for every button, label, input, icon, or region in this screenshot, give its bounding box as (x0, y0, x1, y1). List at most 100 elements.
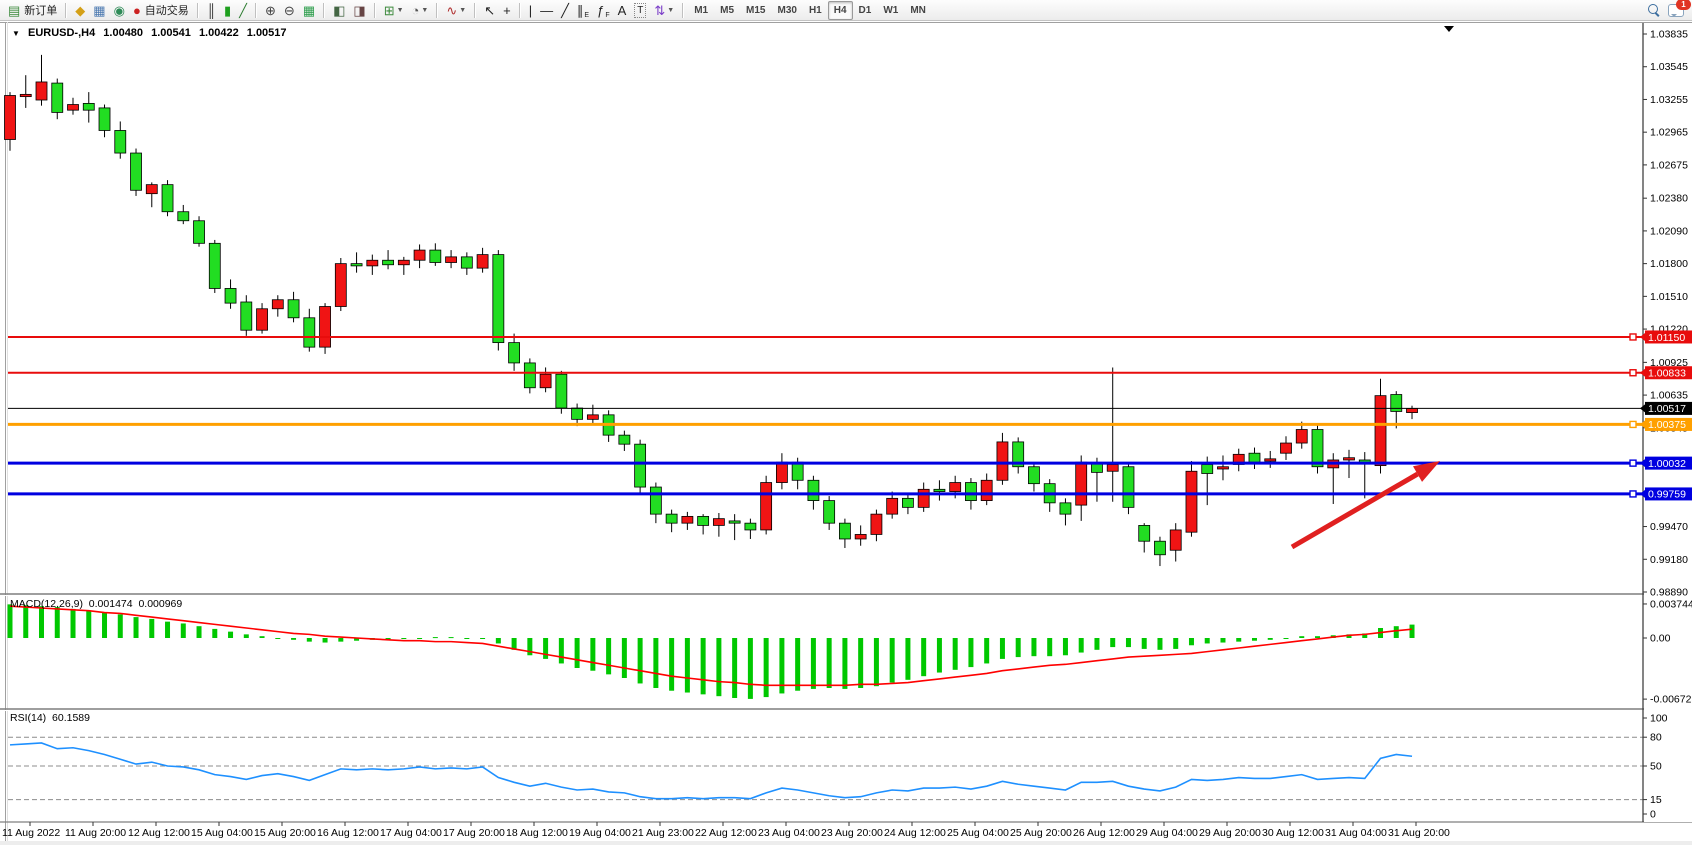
arrows-icon-caret[interactable]: ▼ (667, 6, 675, 14)
macd-bar (653, 638, 659, 688)
new-order-button[interactable]: ▤ 新订单 (4, 1, 61, 20)
auto-scroll-icon[interactable]: ◨ (349, 1, 369, 20)
timeframe-button-m5[interactable]: M5 (720, 4, 735, 16)
new-order-button-label: 新订单 (24, 5, 58, 17)
timeframe-button-h4[interactable]: H4 (827, 0, 853, 20)
search-icon[interactable] (1648, 4, 1660, 17)
time-axis-label[interactable]: 15 Aug 04:00 (191, 827, 253, 839)
time-axis-label[interactable]: 11 Aug 2022 (2, 827, 60, 839)
autotrading-button[interactable]: ● 自动交易 (129, 1, 193, 20)
periods-icon-caret[interactable]: ▼ (421, 6, 429, 14)
horizontal-line-icon[interactable]: — (536, 1, 557, 20)
candle-body (791, 461, 804, 481)
indicators-icon-caret[interactable]: ▼ (459, 6, 467, 14)
line-handle-0.99759[interactable] (1629, 490, 1637, 498)
time-axis-label[interactable]: 26 Aug 12:00 (1073, 827, 1135, 839)
trend-arrow-shaft[interactable] (1290, 471, 1419, 550)
text-label-icon: T (634, 2, 647, 18)
timeframe-button-mn[interactable]: MN (910, 4, 926, 16)
time-axis-label[interactable]: 23 Aug 04:00 (758, 827, 820, 839)
time-axis-label[interactable]: 22 Aug 12:00 (695, 827, 757, 839)
time-axis-label[interactable]: 12 Aug 12:00 (128, 827, 190, 839)
arrows-icon[interactable]: ⇅ ▼ (650, 1, 678, 20)
chart-window-icon[interactable]: ▦ (89, 1, 109, 20)
crosshair-icon[interactable]: + (499, 1, 515, 20)
tile-windows-icon[interactable]: ▦ (299, 1, 319, 20)
macd-bar (1078, 638, 1084, 653)
line-handle-1.00375[interactable] (1629, 420, 1637, 429)
chart-dropdown-icon[interactable]: ▼ (12, 29, 20, 38)
candle-body (886, 497, 899, 515)
ohlc-open: 1.00480 (103, 27, 144, 39)
periods-icon[interactable]: ◔ ▼ (408, 1, 433, 20)
candlestick-chart-icon[interactable]: ▮ (220, 1, 235, 20)
line-chart-icon[interactable]: ╱ (235, 1, 251, 20)
timeframe-button-d1[interactable]: D1 (858, 4, 872, 16)
candle-body (1390, 394, 1403, 412)
navigator-icon[interactable]: ◉ (110, 1, 129, 20)
time-axis-label[interactable]: 24 Aug 12:00 (884, 827, 946, 839)
candle-body (697, 515, 710, 526)
price-tick-label: 1.02380 (1650, 193, 1688, 205)
price-tag-label: 0.99759 (1648, 489, 1686, 501)
chart-shift-icon[interactable]: ◧ (329, 1, 349, 20)
time-axis-label[interactable]: 15 Aug 20:00 (254, 827, 316, 839)
timeframe-button-m1[interactable]: M1 (694, 4, 709, 16)
time-axis-label[interactable]: 19 Aug 04:00 (569, 827, 631, 839)
trendline-icon[interactable]: ╱ (557, 1, 573, 20)
timeframe-button-m15[interactable]: M15 (746, 4, 766, 16)
time-axis-label[interactable]: 18 Aug 12:00 (506, 827, 568, 839)
macd-bar (1015, 638, 1021, 658)
vertical-line-icon[interactable]: | (525, 1, 536, 20)
line-handle-1.01150[interactable] (1629, 333, 1637, 341)
time-axis-label[interactable]: 16 Aug 12:00 (317, 827, 379, 839)
trend-arrow-head[interactable] (1412, 461, 1440, 482)
time-axis-label[interactable]: 30 Aug 12:00 (1262, 827, 1324, 839)
market-watch-icon[interactable]: ◆ (71, 1, 89, 20)
chat-button[interactable]: 1 (1668, 0, 1691, 17)
candle-body (1169, 529, 1182, 551)
time-axis-label[interactable]: 25 Aug 20:00 (1010, 827, 1072, 839)
time-axis-label[interactable]: 17 Aug 20:00 (443, 827, 505, 839)
zoom-in-icon[interactable]: ⊕ (261, 1, 280, 20)
time-axis-label[interactable]: 31 Aug 04:00 (1325, 827, 1387, 839)
candle-body (618, 434, 631, 445)
macd-bar (984, 638, 990, 664)
candle-body (775, 461, 788, 483)
timeframe-button-h1[interactable]: H1 (808, 4, 822, 16)
text-icon[interactable]: A (614, 1, 631, 20)
timeframe-button-w1[interactable]: W1 (883, 4, 899, 16)
time-axis-label[interactable]: 25 Aug 04:00 (947, 827, 1009, 839)
text-icon: A (617, 2, 627, 18)
macd-bar (54, 607, 60, 638)
cursor-icon[interactable]: ↖ (480, 1, 499, 20)
new-chart-icon[interactable]: ⊞ ▼ (380, 1, 408, 20)
macd-bar (385, 638, 391, 640)
bar-chart-icon[interactable]: ║ (203, 1, 220, 20)
time-axis-label[interactable]: 29 Aug 04:00 (1136, 827, 1198, 839)
rsi-tick-label: 15 (1650, 794, 1662, 806)
candle-body (1248, 452, 1261, 463)
text-label-icon[interactable]: T (630, 1, 650, 20)
equidistant-channel-icon[interactable]: ∥ E (573, 1, 593, 20)
price-tag-notch (1640, 404, 1645, 413)
time-axis-label[interactable]: 21 Aug 23:00 (632, 827, 694, 839)
line-handle-1.00032[interactable] (1629, 459, 1637, 467)
time-axis-label[interactable]: 23 Aug 20:00 (821, 827, 883, 839)
timeframe-button-m30[interactable]: M30 (777, 4, 797, 16)
new-chart-icon-caret[interactable]: ▼ (396, 6, 404, 14)
time-axis-label[interactable]: 17 Aug 04:00 (380, 827, 442, 839)
line-handle-1.00833[interactable] (1629, 369, 1637, 377)
zoom-out-icon[interactable]: ⊖ (280, 1, 299, 20)
time-axis-label[interactable]: 31 Aug 20:00 (1388, 827, 1450, 839)
candle-body (145, 184, 158, 195)
toolbar-separator (373, 2, 376, 18)
chart-shift-marker[interactable] (1444, 26, 1454, 32)
time-axis-label[interactable]: 11 Aug 20:00 (65, 827, 126, 839)
candle-body (665, 513, 678, 524)
time-axis-label[interactable]: 29 Aug 20:00 (1199, 827, 1261, 839)
indicators-icon[interactable]: ∿ ▼ (442, 1, 470, 20)
